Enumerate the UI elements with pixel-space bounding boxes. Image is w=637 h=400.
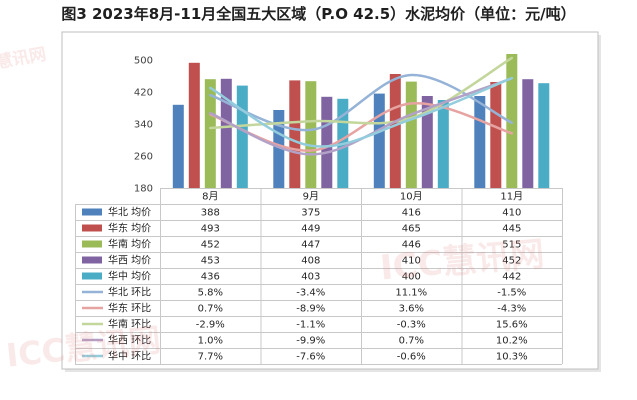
y-tick-label: 260 [134,152,153,163]
table-cell-huaxi-mom: 10.2% [496,336,528,347]
table-cell-huabei-mom: -3.4% [296,288,325,299]
category-label: 11月 [500,191,523,203]
table-cell-huabei-avg: 410 [502,208,521,219]
series-label: 华南 均价 [108,238,151,251]
y-tick-label: 340 [134,120,153,131]
table-cell-huazhong-mom: -7.6% [296,352,325,363]
table-cell-huadong-mom: 3.6% [399,304,424,315]
y-tick-label: 420 [134,88,153,99]
table-cell-huadong-mom: -8.9% [296,304,325,315]
table-cell-huanan-mom: -1.1% [296,320,325,331]
table-cell-huadong-avg: 493 [201,224,220,235]
table-cell-huaxi-avg: 410 [402,256,421,267]
line-huanan-mom [209,56,514,130]
table-cell-huazhong-avg: 400 [402,272,421,283]
series-label: 华中 环比 [108,350,151,363]
bar-huanan-avg-1 [204,79,216,188]
bar-huabei-avg-4 [474,96,486,188]
series-label: 华东 环比 [108,302,151,315]
bar-huaxi-avg-3 [421,96,433,188]
legend-key-huanan-avg [82,240,102,248]
table-cell-huabei-mom: -1.5% [497,288,526,299]
y-tick-label: 500 [134,56,153,67]
table-cell-huanan-avg: 446 [402,240,421,251]
category-label: 10月 [400,191,423,203]
bar-huanan-avg-3 [405,81,417,188]
line-huazhong-mom [209,76,514,148]
table-cell-huaxi-mom: 1.0% [198,336,223,347]
table-cell-huaxi-mom: 0.7% [399,336,424,347]
series-label: 华西 环比 [108,334,151,347]
bar-huanan-avg-2 [305,81,317,188]
category-label: 9月 [303,191,319,203]
bar-huanan-avg-4 [506,54,518,188]
table-cell-huanan-mom: -2.9% [196,320,225,331]
y-axis: 180 260 340 420 500 [134,56,153,195]
chart-title: 图3 2023年8月-11月全国五大区域（P.O 42.5）水泥均价（单位：元/… [61,5,576,23]
table-cell-huanan-avg: 452 [201,240,220,251]
table-cell-huadong-mom: 0.7% [198,304,223,315]
bar-huabei-avg-2 [273,110,285,188]
table-cell-huazhong-mom: -0.6% [397,352,426,363]
bar-huadong-avg-3 [389,74,401,188]
table-cell-huazhong-mom: 10.3% [496,352,528,363]
category-label: 8月 [202,191,218,203]
table-cell-huadong-avg: 445 [502,224,521,235]
table-cell-huanan-mom: -0.3% [397,320,426,331]
bar-huabei-avg-1 [172,104,184,188]
bar-huaxi-avg-1 [220,78,232,188]
bar-marks [172,54,550,188]
table-cell-huaxi-avg: 408 [301,256,320,267]
table-cell-huaxi-avg: 453 [201,256,220,267]
y-tick-label: 180 [134,184,153,195]
series-label: 华北 环比 [108,286,151,299]
bar-huazhong-avg-4 [538,83,550,188]
series-label: 华西 均价 [108,254,151,267]
bar-huabei-avg-3 [373,93,385,188]
bar-huadong-avg-4 [490,82,502,188]
table-cell-huabei-mom: 5.8% [198,288,223,299]
legend-key-huabei-avg [82,208,102,216]
table-cell-huazhong-avg: 403 [301,272,320,283]
legend-key-huadong-avg [82,224,102,232]
bar-huazhong-avg-1 [236,85,248,188]
table-cell-huaxi-avg: 452 [502,256,521,267]
table-cell-huabei-avg: 375 [301,208,320,219]
series-label: 华南 环比 [108,318,151,331]
legend-key-huaxi-avg [82,256,102,264]
table-cell-huadong-avg: 449 [301,224,320,235]
table-cell-huazhong-mom: 7.7% [198,352,223,363]
bar-huadong-avg-2 [289,80,301,188]
series-label: 华中 均价 [108,270,151,283]
table-cell-huabei-avg: 388 [201,208,220,219]
bar-huazhong-avg-3 [437,100,449,188]
bar-huadong-avg-1 [188,62,200,188]
series-label: 华北 均价 [108,206,151,219]
table-cell-huazhong-avg: 436 [201,272,220,283]
table-cell-huadong-mom: -4.3% [497,304,526,315]
series-label: 华东 均价 [108,222,151,235]
table-cell-huazhong-avg: 442 [502,272,521,283]
table-cell-huabei-avg: 416 [402,208,421,219]
line-marks [209,56,514,156]
bar-huaxi-avg-4 [522,79,534,188]
legend-key-huazhong-avg [82,272,102,280]
table-cell-huaxi-mom: -9.9% [296,336,325,347]
table-cell-huadong-avg: 465 [402,224,421,235]
table-cell-huanan-avg: 515 [502,240,521,251]
watermark-top-left: ICC慧讯网 [0,44,48,79]
table-cell-huanan-mom: 15.6% [496,320,528,331]
bar-huaxi-avg-2 [321,96,333,188]
table-cell-huanan-avg: 447 [301,240,320,251]
table-cell-huabei-mom: 11.1% [395,288,427,299]
